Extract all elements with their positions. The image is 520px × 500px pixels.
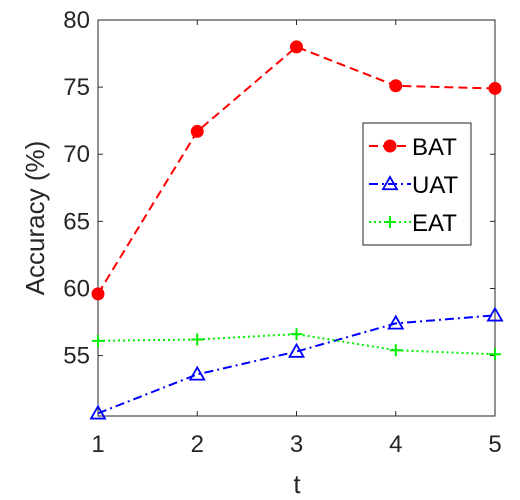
- data-point-eat: [92, 334, 104, 347]
- x-tick-label: 3: [290, 431, 303, 458]
- y-tick-label: 55: [63, 343, 90, 370]
- data-point-bat: [488, 81, 502, 95]
- data-point-eat: [389, 344, 402, 357]
- y-tick-label: 80: [63, 7, 90, 34]
- y-tick-label: 60: [63, 275, 90, 302]
- x-tick-label: 4: [389, 431, 402, 458]
- legend-marker-bat: [383, 139, 397, 153]
- y-tick-label: 70: [63, 141, 90, 168]
- y-axis: 55 60 65 70 75 80: [63, 7, 495, 370]
- y-tick-label: 75: [63, 74, 90, 101]
- data-point-eat: [191, 333, 204, 346]
- legend-label-eat: EAT: [412, 210, 457, 237]
- series-line-uat: [97, 314, 496, 415]
- x-tick-label: 5: [488, 431, 501, 458]
- series-line-eat: [97, 333, 496, 356]
- legend-item-uat: UAT: [369, 172, 459, 199]
- legend: BAT UAT EAT: [362, 122, 472, 246]
- legend-label-bat: BAT: [412, 134, 457, 161]
- legend-marker-uat: [381, 175, 399, 191]
- legend-item-eat: EAT: [369, 210, 457, 237]
- y-axis-title: Accuracy (%): [20, 141, 50, 296]
- series-line-bat: [97, 45, 496, 295]
- data-point-uat: [486, 306, 504, 322]
- series-uat: [89, 306, 504, 420]
- x-axis-title: t: [293, 469, 301, 499]
- legend-box: [362, 122, 472, 246]
- data-point-uat: [387, 314, 405, 330]
- x-tick-label: 2: [191, 431, 204, 458]
- series-bat: [91, 40, 502, 301]
- x-axis: 1 2 3 4 5: [91, 20, 502, 458]
- data-point-uat: [287, 342, 306, 358]
- legend-label-uat: UAT: [412, 172, 459, 199]
- y-tick-label: 65: [63, 208, 90, 235]
- data-point-eat: [290, 328, 303, 341]
- data-point-bat: [290, 40, 303, 54]
- data-point-bat: [91, 287, 105, 301]
- x-tick-label: 1: [91, 431, 104, 458]
- data-point-uat: [89, 404, 107, 420]
- data-point-eat: [489, 348, 501, 361]
- legend-item-bat: BAT: [369, 134, 457, 161]
- data-point-bat: [389, 79, 403, 93]
- series-layer: [89, 40, 504, 420]
- legend-marker-eat: [384, 216, 396, 228]
- data-point-uat: [188, 365, 206, 381]
- series-eat: [92, 328, 501, 361]
- data-point-bat: [190, 124, 204, 138]
